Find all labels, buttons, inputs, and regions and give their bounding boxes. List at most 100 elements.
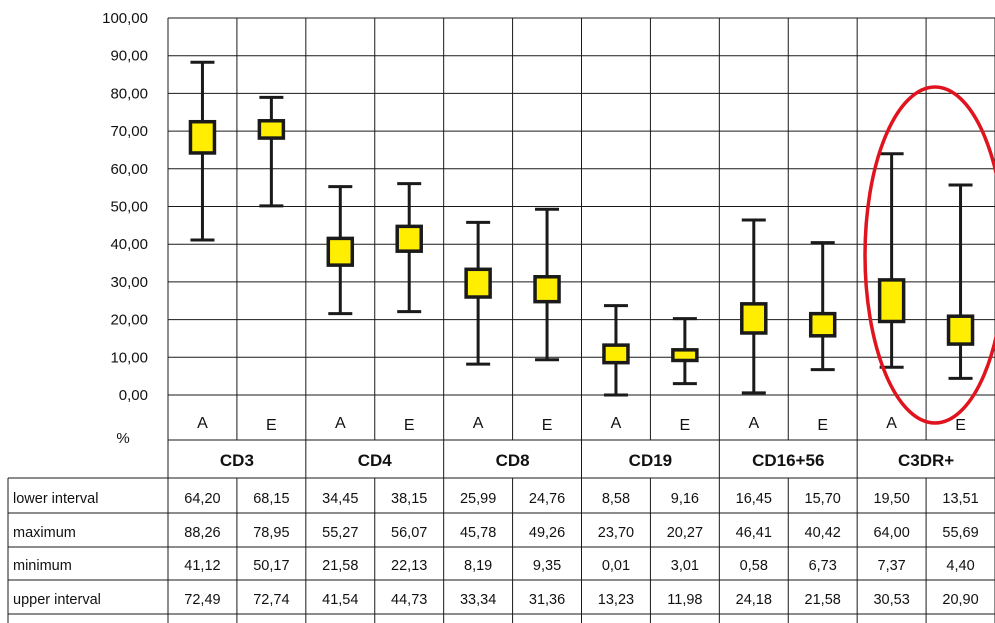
group-label: CD16+56 — [752, 451, 824, 470]
table-cell: 41,12 — [184, 558, 220, 574]
table-row-label: minimum — [13, 558, 72, 574]
sub-label: A — [335, 415, 346, 432]
table-row-label: upper interval — [13, 592, 101, 608]
table-cell: 8,19 — [464, 558, 492, 574]
interval-box — [533, 275, 561, 304]
y-tick-label: 100,00 — [102, 10, 148, 27]
table-cell: 49,26 — [529, 525, 565, 541]
sub-label: E — [955, 417, 966, 434]
sub-label: A — [611, 415, 622, 432]
group-label: CD8 — [496, 451, 530, 470]
table-cell: 24,76 — [529, 491, 565, 507]
table-cell: 7,37 — [878, 558, 906, 574]
y-tick-label: 10,00 — [110, 349, 148, 366]
y-tick-label: 20,00 — [110, 312, 148, 329]
y-tick-label: 30,00 — [110, 274, 148, 291]
box-10 — [877, 152, 906, 369]
table-cell: 6,73 — [809, 558, 837, 574]
table-cell: 4,40 — [946, 558, 974, 574]
table-cell: 13,23 — [598, 592, 634, 608]
y-tick-label: 40,00 — [110, 236, 148, 253]
sub-label: E — [680, 417, 691, 434]
table-cell: 40,42 — [805, 525, 841, 541]
table-cell: 20,27 — [667, 525, 703, 541]
table-cell: 9,35 — [533, 558, 561, 574]
table-cell: 72,49 — [184, 592, 220, 608]
table-cell: 64,00 — [873, 525, 909, 541]
group-labels: CD3 CD4 CD8 CD19 CD16+56 C3DR+ — [220, 451, 954, 470]
interval-box — [188, 119, 217, 155]
sub-label: A — [197, 415, 208, 432]
table-cell: 68,15 — [253, 491, 289, 507]
table-cell: 0,01 — [602, 558, 630, 574]
table-cell: 55,69 — [942, 525, 978, 541]
y-tick-label: 90,00 — [110, 48, 148, 65]
table-cell: 45,78 — [460, 525, 496, 541]
box-3 — [395, 182, 423, 314]
table-cell: 50,17 — [253, 558, 289, 574]
interval-box — [671, 348, 699, 363]
table-cell: 21,58 — [322, 558, 358, 574]
table-cell: 46,41 — [736, 525, 772, 541]
y-tick-label: 60,00 — [110, 161, 148, 178]
interval-box — [740, 302, 768, 335]
table-cell: 33,34 — [460, 592, 496, 608]
table-cell: 15,70 — [805, 491, 841, 507]
interval-box — [808, 311, 837, 338]
sub-label: A — [886, 415, 897, 432]
table-cell: 0,58 — [740, 558, 768, 574]
interval-box — [602, 343, 630, 365]
table-cell: 23,70 — [598, 525, 634, 541]
sub-label: E — [404, 417, 415, 434]
grid — [167, 17, 995, 479]
interval-box — [326, 236, 355, 267]
table-row-label: lower interval — [13, 491, 98, 507]
box-6 — [602, 304, 630, 397]
interval-box — [257, 119, 286, 140]
data-table: lower interval 64,20 68,15 34,45 38,15 25,99 2… — [7, 477, 995, 623]
box-1 — [257, 95, 286, 208]
table-cell: 13,51 — [942, 491, 978, 507]
table-cell: 31,36 — [529, 592, 565, 608]
table-cell: 56,07 — [391, 525, 427, 541]
table-cell: 78,95 — [253, 525, 289, 541]
box-4 — [464, 220, 492, 366]
interval-box — [395, 224, 423, 253]
table-cell: 88,26 — [184, 525, 220, 541]
table-cell: 24,18 — [736, 592, 772, 608]
table-cell: 41,54 — [322, 592, 358, 608]
table-cell: 30,53 — [873, 592, 909, 608]
box-11 — [946, 183, 975, 380]
table-cell: 19,50 — [873, 491, 909, 507]
table-cell: 20,90 — [942, 592, 978, 608]
sub-label: E — [266, 417, 277, 434]
interval-box — [877, 278, 906, 324]
box-2 — [326, 185, 355, 316]
y-axis-ticks: 0,00 10,00 20,00 30,00 40,00 50,00 60,00 70,00 8… — [102, 10, 148, 404]
box-7 — [671, 317, 699, 386]
y-tick-label: 50,00 — [110, 199, 148, 216]
group-label: CD3 — [220, 451, 254, 470]
box-5 — [533, 207, 561, 362]
box-0 — [188, 60, 217, 242]
group-label: CD4 — [358, 451, 393, 470]
sub-label: E — [817, 417, 828, 434]
box-8 — [740, 218, 768, 395]
boxes — [188, 60, 975, 397]
table-cell: 11,98 — [667, 592, 702, 608]
table-cell: 55,27 — [322, 525, 358, 541]
interval-box — [464, 267, 492, 299]
table-row-label: maximum — [13, 525, 76, 541]
y-tick-label: 80,00 — [110, 85, 148, 102]
table-cell: 22,13 — [391, 558, 427, 574]
table-cell: 25,99 — [460, 491, 496, 507]
highlight-ellipse — [863, 85, 995, 425]
y-tick-label: 0,00 — [119, 387, 148, 404]
y-axis-unit-label: % — [116, 430, 129, 447]
table-cell: 64,20 — [184, 491, 220, 507]
box-9 — [808, 241, 837, 372]
interval-box — [946, 314, 975, 346]
table-cell: 34,45 — [322, 491, 358, 507]
